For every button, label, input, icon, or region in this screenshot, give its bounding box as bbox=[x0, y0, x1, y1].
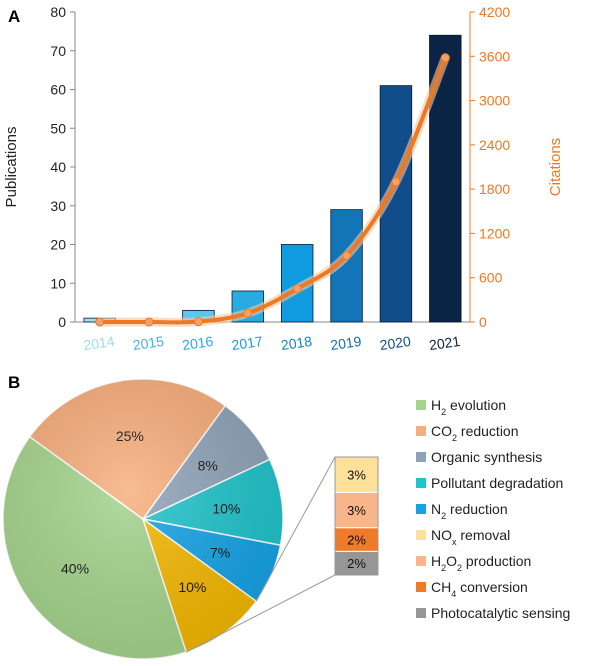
y-axis-title-left: Publications bbox=[3, 127, 20, 208]
pie-slice-label-4: 7% bbox=[210, 544, 230, 560]
legend-swatch-4 bbox=[416, 504, 426, 514]
panel-a-bar-chart: 0 10 20 30 40 50 60 70 80 0 600 1200 1800 2400 3000 360… bbox=[3, 4, 564, 353]
left-tick-label: 70 bbox=[50, 43, 66, 59]
breakdown-label-0: 3% bbox=[347, 468, 366, 483]
legend-label-6-part-1: 2 bbox=[441, 563, 446, 573]
left-tick-label: 30 bbox=[50, 198, 66, 214]
legend-label-7-part-0: CH bbox=[431, 579, 451, 595]
legend-label-0: H2 evolution bbox=[431, 397, 506, 417]
legend-label-5: NOx removal bbox=[431, 527, 510, 547]
left-tick-label: 40 bbox=[50, 159, 66, 175]
citations-point-2017 bbox=[243, 308, 253, 318]
legend-label-6-part-3: 2 bbox=[457, 563, 462, 573]
left-tick-label: 60 bbox=[50, 82, 66, 98]
legend-label-0-part-1: 2 bbox=[441, 407, 446, 417]
legend-label-0-part-0: H bbox=[431, 397, 441, 413]
legend-label-4-part-4: reduction bbox=[446, 501, 507, 517]
legend-swatch-5 bbox=[416, 530, 426, 540]
right-tick-label: 3000 bbox=[479, 93, 510, 109]
breakdown-label-2: 2% bbox=[347, 533, 366, 548]
citations-point-2019 bbox=[342, 251, 352, 261]
left-tick-label: 0 bbox=[58, 314, 66, 330]
citations-point-2016 bbox=[193, 317, 203, 327]
right-tick-label: 3600 bbox=[479, 48, 510, 64]
panel-b-pie-chart: 40%25%8%10%7%10%3%3%2%2%H2 evolutionCO2 … bbox=[2, 378, 570, 660]
legend-label-2: Organic synthesis bbox=[431, 449, 542, 465]
legend-label-8-part-0: Photocatalytic sensing bbox=[431, 605, 570, 621]
citations-point-2021 bbox=[440, 53, 450, 63]
legend-swatch-6 bbox=[416, 556, 426, 566]
legend-label-6-part-2: O bbox=[446, 553, 457, 569]
left-tick-label: 50 bbox=[50, 120, 66, 136]
citations-point-2020 bbox=[391, 177, 401, 187]
x-tick-label-2016: 2016 bbox=[181, 333, 214, 353]
legend-label-1-part-4: reduction bbox=[457, 423, 518, 439]
legend-label-5-part-0: NO bbox=[431, 527, 452, 543]
pie-slice-label-3: 10% bbox=[212, 500, 240, 516]
x-tick-label-2018: 2018 bbox=[280, 333, 313, 353]
citations-point-2018 bbox=[292, 284, 302, 294]
citations-point-2014 bbox=[95, 317, 105, 327]
right-tick-label: 4200 bbox=[479, 4, 510, 20]
right-tick-label: 2400 bbox=[479, 137, 510, 153]
x-tick-label-2014: 2014 bbox=[82, 333, 115, 353]
legend-swatch-0 bbox=[416, 400, 426, 410]
breakdown-frame bbox=[334, 456, 379, 576]
legend-label-1-part-1: 2 bbox=[452, 433, 457, 443]
breakdown-label-3: 2% bbox=[347, 556, 366, 571]
legend-label-6-part-0: H bbox=[431, 553, 441, 569]
legend-swatch-2 bbox=[416, 452, 426, 462]
legend-label-7-part-1: 4 bbox=[451, 589, 456, 599]
pie-slice-label-5: 10% bbox=[178, 579, 206, 595]
x-tick-label-2015: 2015 bbox=[132, 333, 165, 353]
left-tick-label: 20 bbox=[50, 237, 66, 253]
connector-bottom bbox=[186, 574, 336, 653]
left-tick-label: 80 bbox=[50, 4, 66, 20]
legend-label-7-part-4: conversion bbox=[456, 579, 528, 595]
panel-label-b: B bbox=[8, 373, 20, 392]
legend-swatch-3 bbox=[416, 478, 426, 488]
legend-label-7: CH4 conversion bbox=[431, 579, 528, 599]
legend-label-4: N2 reduction bbox=[431, 501, 508, 521]
legend-label-1: CO2 reduction bbox=[431, 423, 519, 443]
right-tick-label: 0 bbox=[479, 314, 487, 330]
pie-slice-label-2: 8% bbox=[198, 457, 218, 473]
legend-label-3: Pollutant degradation bbox=[431, 475, 563, 491]
legend-label-1-part-0: CO bbox=[431, 423, 452, 439]
legend-label-6: H2O2 production bbox=[431, 553, 531, 573]
legend-label-4-part-0: N bbox=[431, 501, 441, 517]
legend-label-5-part-1: x bbox=[452, 537, 457, 547]
legend-label-3-part-0: Pollutant degradation bbox=[431, 475, 563, 491]
x-tick-label-2020: 2020 bbox=[379, 333, 412, 353]
legend-swatch-1 bbox=[416, 426, 426, 436]
right-tick-label: 1800 bbox=[479, 181, 510, 197]
legend-label-6-part-4: production bbox=[462, 553, 531, 569]
x-tick-label-2019: 2019 bbox=[329, 333, 362, 353]
y-axis-title-right: Citations bbox=[547, 138, 564, 196]
legend-label-0-part-4: evolution bbox=[446, 397, 506, 413]
legend-label-4-part-1: 2 bbox=[441, 511, 446, 521]
right-tick-label: 1200 bbox=[479, 225, 510, 241]
pie-slice-label-0: 40% bbox=[61, 560, 89, 576]
connector-top bbox=[255, 456, 336, 602]
citations-point-2015 bbox=[144, 317, 154, 327]
legend-swatch-7 bbox=[416, 582, 426, 592]
legend-swatch-8 bbox=[416, 608, 426, 618]
pie-slice-label-1: 25% bbox=[116, 428, 144, 444]
right-tick-label: 600 bbox=[479, 270, 503, 286]
breakdown-label-1: 3% bbox=[347, 503, 366, 518]
x-tick-label-2021: 2021 bbox=[428, 333, 461, 353]
legend-label-8: Photocatalytic sensing bbox=[431, 605, 570, 621]
legend-label-5-part-4: removal bbox=[457, 527, 511, 543]
left-tick-label: 10 bbox=[50, 275, 66, 291]
legend-label-2-part-0: Organic synthesis bbox=[431, 449, 542, 465]
x-tick-label-2017: 2017 bbox=[231, 333, 264, 353]
panel-label-a: A bbox=[8, 7, 20, 26]
